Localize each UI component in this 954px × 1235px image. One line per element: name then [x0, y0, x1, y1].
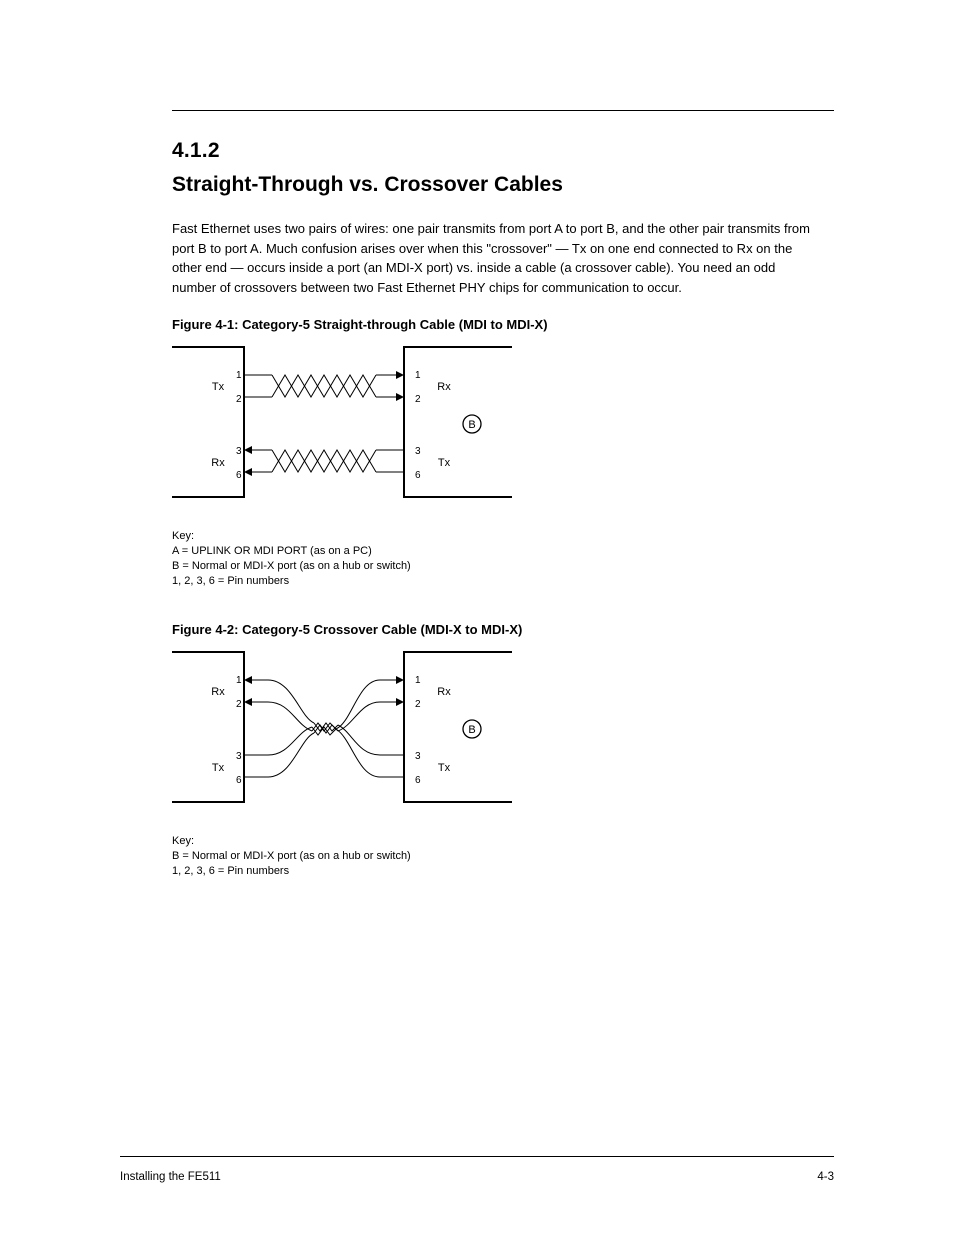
svg-text:6: 6 — [236, 775, 242, 786]
svg-text:Tx: Tx — [438, 457, 451, 469]
svg-text:3: 3 — [415, 446, 421, 457]
key-heading: Key: — [172, 529, 834, 544]
svg-text:6: 6 — [236, 470, 242, 481]
figure-2-caption: Figure 4-2: Category-5 Crossover Cable (… — [172, 622, 834, 637]
paragraph-1: Fast Ethernet uses two pairs of wires: o… — [172, 219, 812, 297]
svg-text:1: 1 — [415, 675, 421, 686]
svg-text:Rx: Rx — [211, 686, 225, 698]
svg-text:Tx: Tx — [212, 762, 225, 774]
svg-text:B: B — [468, 724, 475, 736]
svg-text:3: 3 — [236, 446, 242, 457]
key-line-c: 1, 2, 3, 6 = Pin numbers — [172, 574, 834, 589]
svg-text:6: 6 — [415, 470, 421, 481]
svg-text:3: 3 — [415, 751, 421, 762]
key-heading: Key: — [172, 834, 834, 849]
figure-1-key: Key: A = UPLINK OR MDI PORT (as on a PC)… — [172, 529, 834, 588]
section-title: Straight-Through vs. Crossover Cables — [172, 173, 834, 197]
svg-text:1: 1 — [236, 370, 242, 381]
figure-1-caption: Figure 4-1: Category-5 Straight-through … — [172, 317, 834, 332]
fig1-label-b: B — [468, 419, 475, 431]
figure-2-diagram: B B Rx Tx Rx Tx 1 2 3 6 1 2 3 6 — [172, 647, 834, 879]
svg-text:Tx: Tx — [438, 762, 451, 774]
key-line-b: B = Normal or MDI-X port (as on a hub or… — [172, 559, 834, 574]
figure-1-diagram: A B Tx Rx Rx Tx 1 2 3 6 1 2 3 6 — [172, 342, 834, 588]
header-rule — [172, 110, 834, 111]
svg-text:1: 1 — [236, 675, 242, 686]
svg-text:6: 6 — [415, 775, 421, 786]
footer: Installing the FE511 4-3 — [120, 1171, 834, 1183]
svg-text:2: 2 — [236, 699, 242, 710]
svg-text:3: 3 — [236, 751, 242, 762]
footer-rule — [120, 1156, 834, 1157]
svg-text:2: 2 — [415, 394, 421, 405]
page: 4.1.2 Straight-Through vs. Crossover Cab… — [0, 0, 954, 1235]
figure-2-key: Key: B = Normal or MDI-X port (as on a h… — [172, 834, 834, 879]
svg-text:2: 2 — [236, 394, 242, 405]
svg-text:Rx: Rx — [437, 381, 451, 393]
svg-text:1: 1 — [415, 370, 421, 381]
section-number: 4.1.2 — [172, 139, 834, 163]
svg-text:2: 2 — [415, 699, 421, 710]
key-line-c: 1, 2, 3, 6 = Pin numbers — [172, 864, 834, 879]
footer-left: Installing the FE511 — [120, 1171, 221, 1183]
footer-right: 4-3 — [817, 1171, 834, 1183]
key-line-a: A = UPLINK OR MDI PORT (as on a PC) — [172, 544, 834, 559]
svg-text:Rx: Rx — [437, 686, 451, 698]
svg-text:Tx: Tx — [212, 381, 225, 393]
svg-text:Rx: Rx — [211, 457, 225, 469]
key-line-b: B = Normal or MDI-X port (as on a hub or… — [172, 849, 834, 864]
